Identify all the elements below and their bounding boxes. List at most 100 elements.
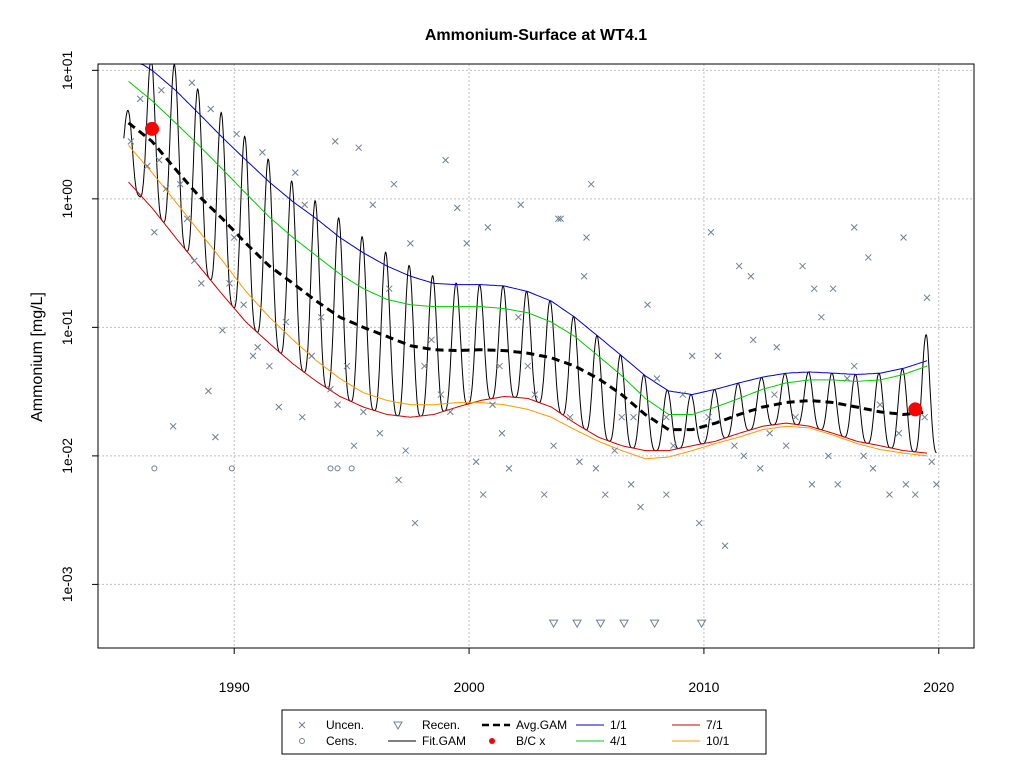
series-layer xyxy=(123,63,937,460)
series-line-10-1 xyxy=(128,145,928,460)
uncensored-point xyxy=(385,285,393,293)
recensored-point xyxy=(649,619,660,629)
uncensored-point xyxy=(554,215,562,223)
uncensored-point xyxy=(850,362,858,370)
uncensored-point xyxy=(355,144,363,152)
uncensored-point xyxy=(886,491,893,498)
uncensored-point xyxy=(249,352,257,360)
y-tick-label: 1e+00 xyxy=(59,179,75,219)
uncensored-point xyxy=(810,285,818,293)
uncensored-point xyxy=(484,224,492,231)
y-tick-label: 1e-03 xyxy=(59,566,75,602)
chart-title: Ammonium-Surface at WT4.1 xyxy=(425,27,647,44)
uncensored-point xyxy=(864,254,872,261)
uncensored-point xyxy=(136,95,144,103)
x-axis: 1990 2000 2010 2020 xyxy=(219,648,955,695)
uncensored-point xyxy=(479,491,487,498)
legend-symbol xyxy=(299,738,305,744)
uncensored-point xyxy=(735,262,743,270)
legend-entry: 4/1 xyxy=(576,734,627,748)
uncensored-point xyxy=(601,491,609,498)
legend-label: Recen. xyxy=(422,718,460,732)
uncensored-point xyxy=(266,362,273,370)
uncensored-point xyxy=(402,447,410,454)
uncensored-point xyxy=(773,343,781,351)
grid xyxy=(98,64,974,648)
legend-label: 1/1 xyxy=(610,718,627,732)
uncensored-point xyxy=(158,86,165,94)
uncensored-point xyxy=(860,452,867,460)
legend-label: Avg.GAM xyxy=(516,718,567,732)
uncensored-point xyxy=(517,201,525,209)
uncensored-point xyxy=(902,481,910,488)
uncensored-point xyxy=(771,391,778,398)
uncensored-point xyxy=(331,138,339,145)
uncensored-point xyxy=(463,240,471,247)
x-tick-label: 1990 xyxy=(219,679,250,695)
uncensored-point xyxy=(472,458,480,466)
legend-entry: Uncen. xyxy=(298,718,364,732)
censored-point xyxy=(327,465,334,472)
uncensored-point xyxy=(127,138,135,145)
y-tick-label: 1e-01 xyxy=(59,309,75,345)
uncensored-point xyxy=(428,336,435,344)
fit-gam-line xyxy=(123,63,937,454)
uncensored-point xyxy=(188,79,196,87)
uncensored-point xyxy=(301,201,309,209)
legend-entry: 1/1 xyxy=(576,718,627,732)
uncensored-point xyxy=(343,362,351,370)
series-line-4-1 xyxy=(128,81,928,415)
x-tick-label: 2020 xyxy=(923,679,954,695)
uncensored-point xyxy=(566,413,574,421)
uncensored-point xyxy=(895,429,903,437)
uncensored-point xyxy=(618,413,626,421)
uncensored-point xyxy=(524,362,532,370)
uncensored-point xyxy=(799,262,806,270)
uncensored-point xyxy=(869,464,877,472)
uncensored-point xyxy=(350,442,358,450)
uncensored-point xyxy=(721,542,729,550)
uncensored-point xyxy=(576,458,583,466)
uncensored-point xyxy=(843,375,851,382)
uncensored-point xyxy=(825,452,832,460)
legend-entry: Avg.GAM xyxy=(482,718,567,732)
legend-entry: B/C x xyxy=(489,734,545,748)
uncensored-point xyxy=(792,413,799,421)
uncensored-point xyxy=(782,442,790,450)
uncensored-point xyxy=(411,519,419,527)
uncensored-point xyxy=(395,476,402,484)
uncensored-point xyxy=(498,429,506,437)
y-tick-label: 1e+01 xyxy=(59,50,75,90)
uncensored-point xyxy=(407,240,414,247)
legend-symbol xyxy=(393,721,403,731)
legend-label: B/C x xyxy=(516,734,545,748)
uncensored-point xyxy=(630,413,637,421)
legend-label: Cens. xyxy=(326,734,357,748)
uncensored-point xyxy=(531,391,539,398)
legend-label: 4/1 xyxy=(610,734,627,748)
y-tick-label: 1e-02 xyxy=(59,438,75,474)
uncensored-point xyxy=(876,401,884,409)
uncensored-point xyxy=(829,285,837,293)
uncensored-point xyxy=(747,272,755,280)
uncensored-point xyxy=(254,343,262,351)
uncensored-point xyxy=(662,413,670,421)
uncensored-point xyxy=(550,442,557,450)
uncensored-point xyxy=(190,257,198,265)
uncensored-point xyxy=(334,401,341,409)
uncensored-point xyxy=(670,442,677,450)
legend-entry: Cens. xyxy=(299,734,357,748)
uncensored-point xyxy=(226,280,233,287)
uncensored-point xyxy=(143,162,151,170)
uncensored-point xyxy=(834,481,842,488)
uncensored-point xyxy=(446,408,454,416)
censored-point xyxy=(334,465,341,472)
recensored-point xyxy=(696,619,707,629)
uncensored-point xyxy=(317,313,325,321)
uncensored-point xyxy=(653,375,661,382)
uncensored-point xyxy=(756,464,764,472)
recensored-point xyxy=(619,619,629,629)
uncensored-point xyxy=(205,387,212,395)
